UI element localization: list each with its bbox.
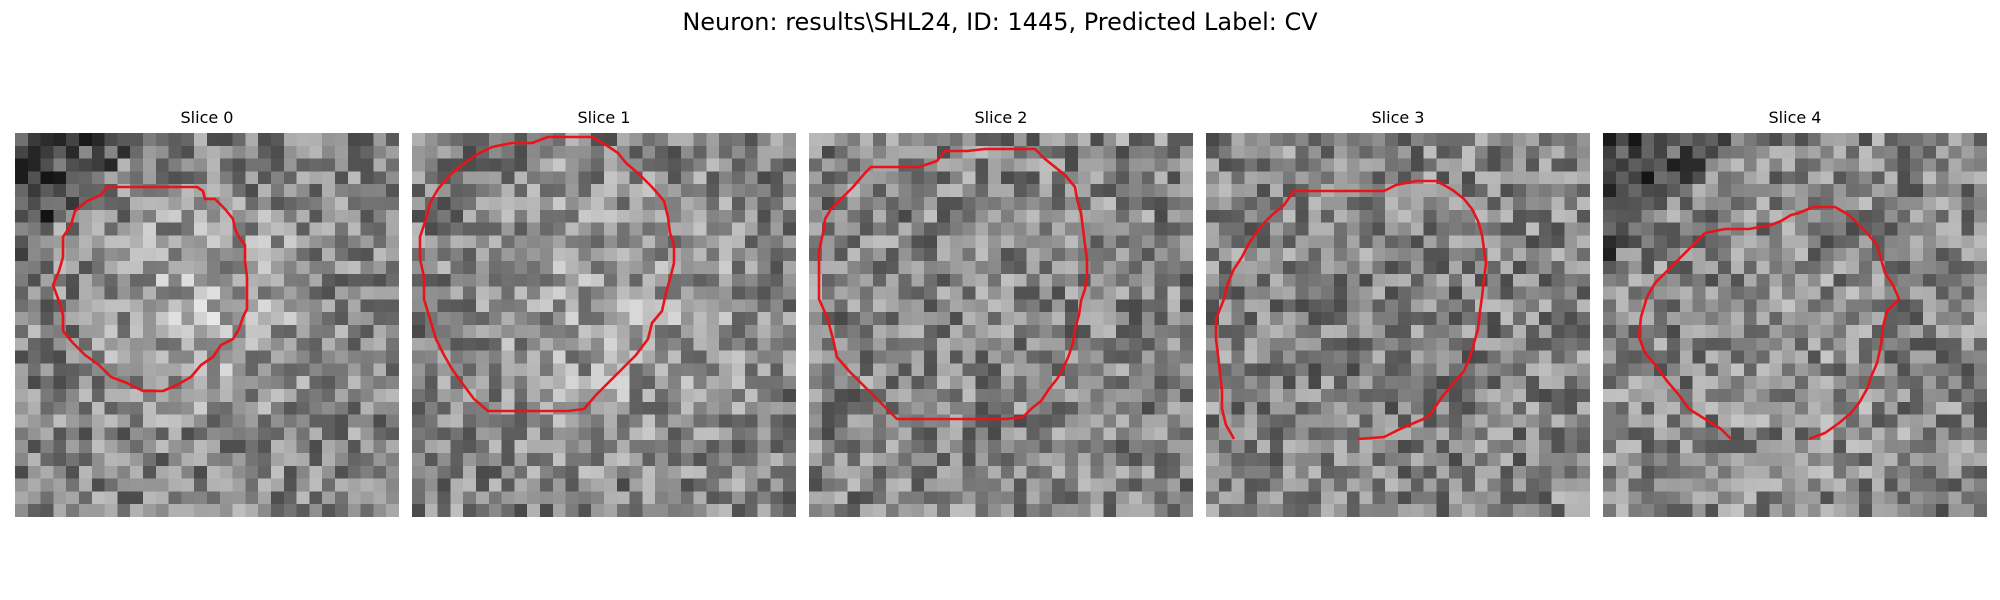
slice-panel-2: Slice 2 <box>809 107 1193 517</box>
slice-image <box>412 133 796 517</box>
slice-panel-1: Slice 1 <box>412 107 796 517</box>
slice-title: Slice 0 <box>180 108 234 127</box>
grayscale-pixels <box>1603 133 1987 517</box>
segmentation-contour <box>51 185 249 393</box>
slice-image <box>1603 133 1987 517</box>
slice-image <box>15 133 399 517</box>
segmentation-contour <box>1294 179 1488 441</box>
segmentation-contour-segment <box>1214 190 1296 440</box>
segmentation-contour-segment <box>1637 232 1732 440</box>
slice-panel-3: Slice 3 <box>1206 107 1590 517</box>
segmentation-contour <box>817 147 1089 421</box>
slice-image <box>809 133 1193 517</box>
grayscale-pixels <box>1206 133 1590 517</box>
slice-title: Slice 4 <box>1768 108 1822 127</box>
slice-title: Slice 1 <box>577 108 631 127</box>
segmentation-contour <box>418 135 676 413</box>
slice-title: Slice 2 <box>974 108 1028 127</box>
figure-title: Neuron: results\SHL24, ID: 1445, Predict… <box>682 8 1318 36</box>
grayscale-pixels <box>15 133 399 517</box>
slice-panel-0: Slice 0 <box>15 107 399 517</box>
slice-panel-4: Slice 4 <box>1603 107 1987 517</box>
grayscale-pixels <box>412 133 796 517</box>
slice-title: Slice 3 <box>1371 108 1425 127</box>
slice-image <box>1206 133 1590 517</box>
segmentation-contour <box>1704 205 1901 441</box>
grayscale-pixels <box>809 133 1193 517</box>
